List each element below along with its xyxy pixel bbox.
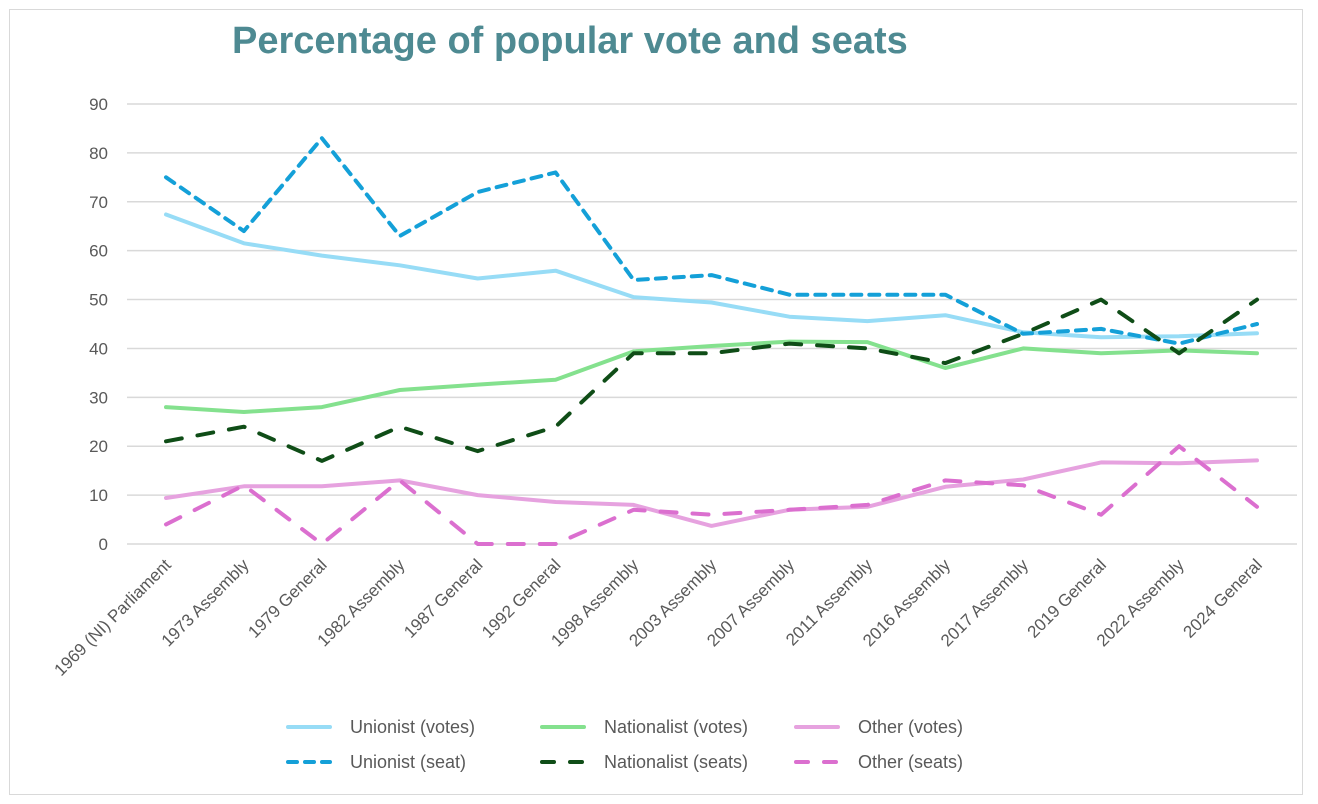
y-tick-label: 0 [99,535,108,554]
x-tick-label: 2024 General [1180,555,1266,641]
y-tick-label: 70 [89,193,108,212]
y-tick-label: 10 [89,486,108,505]
y-tick-label: 20 [89,437,108,456]
legend-label: Nationalist (seats) [604,752,748,772]
series-line-unionist-seat [164,136,1259,346]
legend-label: Unionist (votes) [350,717,475,737]
gridlines [127,103,1297,545]
legend-item[interactable]: Nationalist (seats) [540,752,748,772]
y-tick-label: 80 [89,144,108,163]
legend-item[interactable]: Other (seats) [794,752,963,772]
legend-item[interactable]: Unionist (seat) [286,752,466,772]
legend-item[interactable]: Nationalist (votes) [540,717,748,737]
series-line-nationalist-votes [164,339,1259,414]
legend-label: Other (seats) [858,752,963,772]
series-line-nationalist-seats [164,297,1259,463]
y-tick-label: 50 [89,291,108,310]
y-tick-label: 30 [89,388,108,407]
chart-frame [9,9,1303,795]
x-tick-label: 1969 (NI) Parliament [50,555,175,680]
series-line-other-seats [164,444,1259,546]
series-line-other-votes [164,458,1259,528]
legend-label: Unionist (seat) [350,752,466,772]
y-axis-ticks: 0 10 20 30 40 50 60 70 80 90 [89,95,108,554]
y-tick-label: 60 [89,242,108,261]
x-tick-label: 1992 General [478,555,564,641]
x-tick-label: 1979 General [244,555,330,641]
series-lines [164,136,1259,546]
legend-item[interactable]: Unionist (votes) [286,717,475,737]
legend-label: Nationalist (votes) [604,717,748,737]
legend-item[interactable]: Other (votes) [794,717,963,737]
x-tick-label: 1987 General [400,555,486,641]
legend: Unionist (votes) Nationalist (votes) Other… [286,717,963,772]
x-tick-label: 2019 General [1024,555,1110,641]
y-tick-label: 90 [89,95,108,114]
y-tick-label: 40 [89,339,108,358]
legend-label: Other (votes) [858,717,963,737]
chart-title: Percentage of popular vote and seats [232,20,908,62]
